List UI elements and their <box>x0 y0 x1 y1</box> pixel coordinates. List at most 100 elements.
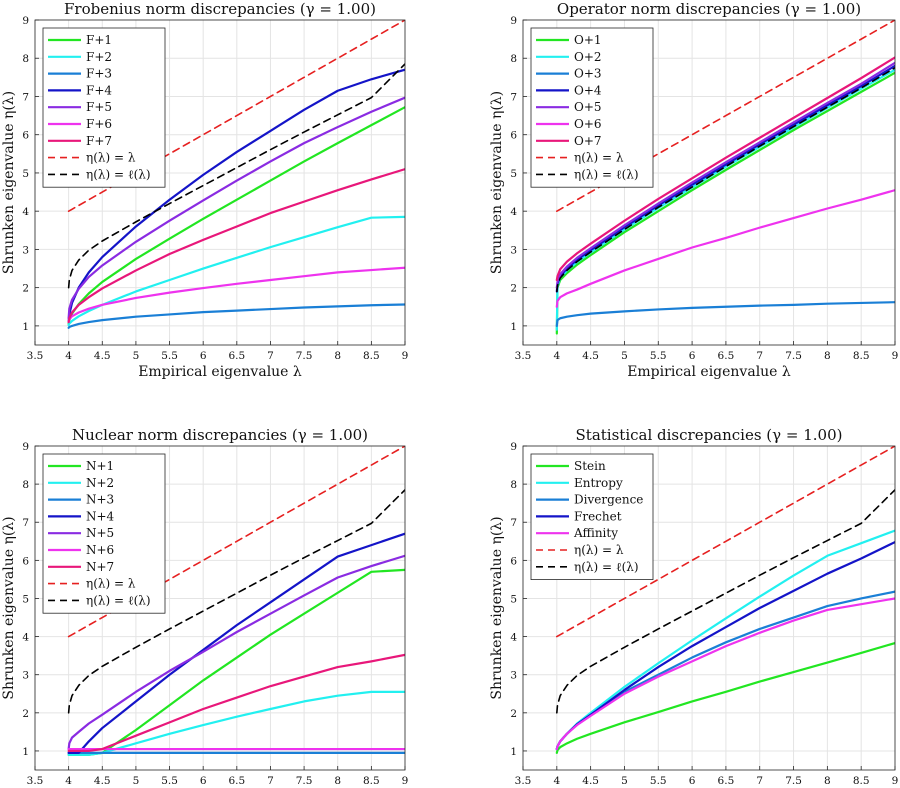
x-axis-label: Empirical eigenvalue λ <box>138 364 302 380</box>
x-tick-label: 6 <box>200 775 207 787</box>
series-line-7 <box>67 168 405 324</box>
y-tick-label: 7 <box>510 91 517 103</box>
x-tick-label: 4 <box>65 775 72 787</box>
legend-label: η(λ) = ℓ(λ) <box>86 167 151 181</box>
y-tick-label: 2 <box>22 708 29 720</box>
y-tick-label: 6 <box>22 130 29 142</box>
chart-title: Operator norm discrepancies (γ = 1.00) <box>557 0 861 18</box>
legend-label: O+3 <box>574 67 602 81</box>
y-tick-label: 9 <box>510 15 517 27</box>
legend-label: η(λ) = ℓ(λ) <box>574 560 639 574</box>
series-line-6 <box>556 446 895 638</box>
series-line-4 <box>555 64 895 293</box>
x-tick-label: 7 <box>267 350 274 362</box>
x-tick-label: 3.5 <box>515 775 532 787</box>
series-line-5 <box>555 597 895 751</box>
y-tick-label: 9 <box>22 441 29 453</box>
legend-label: O+1 <box>574 33 602 47</box>
x-tick-label: 6 <box>689 350 696 362</box>
x-tick-label: 6 <box>689 775 696 787</box>
series-line-7 <box>555 56 895 282</box>
axes-box <box>522 445 896 771</box>
x-tick-label: 7 <box>756 350 763 362</box>
chart-title: Frobenius norm discrepancies (γ = 1.00) <box>64 0 376 18</box>
legend: F+1 F+2 F+3 F+4 F+5 F+6 F+7 η(λ) = λ η(λ) = ℓ(λ) <box>42 27 166 188</box>
legend: Stein Entropy Divergence Frechet Affinity η(λ… <box>530 453 654 580</box>
x-tick-label: 6.5 <box>718 775 735 787</box>
series-line-5 <box>67 96 405 320</box>
axes-box <box>34 445 406 771</box>
y-tick-label: 9 <box>22 15 29 27</box>
legend-label: F+5 <box>86 100 112 114</box>
x-tick-label: 9 <box>402 775 409 787</box>
x-tick-label: 6.5 <box>718 350 735 362</box>
series-line-5 <box>67 554 405 751</box>
legend-label: N+6 <box>86 543 114 557</box>
legend-label: Entropy <box>574 476 623 490</box>
series-line-9 <box>556 66 895 293</box>
y-tick-label: 6 <box>22 555 29 567</box>
legend-label: F+6 <box>86 117 112 131</box>
series-line-1 <box>555 71 895 335</box>
y-tick-label: 9 <box>510 441 517 453</box>
y-axis-label: Shrunken eigenvalue η(λ) <box>489 516 505 699</box>
y-tick-label: 3 <box>22 244 29 256</box>
y-tick-label: 4 <box>22 206 29 218</box>
legend-label: F+4 <box>86 83 112 97</box>
legend-label: F+1 <box>86 33 112 47</box>
y-tick-label: 8 <box>22 479 29 491</box>
legend-label: Affinity <box>573 526 618 540</box>
y-tick-label: 3 <box>510 670 517 682</box>
y-tick-label: 2 <box>22 283 29 295</box>
x-tick-label: 8 <box>334 350 341 362</box>
x-tick-label: 4 <box>65 350 72 362</box>
series-line-8 <box>67 446 405 638</box>
y-tick-label: 7 <box>22 91 29 103</box>
y-axis-label: Shrunken eigenvalue η(λ) <box>489 91 505 274</box>
x-tick-label: 3.5 <box>515 350 532 362</box>
y-tick-label: 5 <box>510 168 517 180</box>
x-tick-label: 7.5 <box>785 775 802 787</box>
y-tick-label: 4 <box>22 632 29 644</box>
y-tick-label: 1 <box>22 321 29 333</box>
series-line-2 <box>67 690 405 756</box>
y-tick-label: 8 <box>510 53 517 65</box>
x-tick-label: 6.5 <box>228 350 245 362</box>
x-tick-label: 4.5 <box>94 350 111 362</box>
chart-title: Nuclear norm discrepancies (γ = 1.00) <box>72 426 368 444</box>
legend: N+1 N+2 N+3 N+4 N+5 N+6 N+7 η(λ) = λ η(λ) = ℓ(λ) <box>42 453 166 614</box>
x-tick-label: 9 <box>892 350 899 362</box>
x-tick-label: 6 <box>200 350 207 362</box>
x-tick-label: 7.5 <box>296 775 313 787</box>
y-tick-label: 2 <box>510 708 517 720</box>
legend-label: O+2 <box>574 50 602 64</box>
legend-label: η(λ) = λ <box>86 151 136 165</box>
x-tick-label: 9 <box>892 775 899 787</box>
legend-label: F+2 <box>86 50 112 64</box>
series-line-1 <box>555 641 895 754</box>
legend: O+1 O+2 O+3 O+4 O+5 O+6 O+7 η(λ) = λ η(λ) = ℓ(λ) <box>530 27 654 188</box>
x-tick-label: 8 <box>334 775 341 787</box>
x-tick-label: 4 <box>553 775 560 787</box>
y-tick-label: 4 <box>510 206 517 218</box>
x-tick-label: 7 <box>756 775 763 787</box>
x-tick-label: 8 <box>824 350 831 362</box>
y-tick-label: 2 <box>510 283 517 295</box>
x-tick-label: 5.5 <box>650 350 667 362</box>
x-tick-label: 4 <box>553 350 560 362</box>
y-tick-label: 3 <box>22 670 29 682</box>
y-tick-label: 6 <box>510 555 517 567</box>
x-tick-label: 7.5 <box>785 350 802 362</box>
chart-panel-2: 3.5 4 4.5 5 5.5 6 6.5 7 7.5 8 8.5 9 1 2 3 4 5 6 7 8 9 Operato… <box>489 0 898 380</box>
legend-label: Frechet <box>574 509 622 523</box>
legend-label: N+3 <box>86 493 114 507</box>
legend-label: η(λ) = ℓ(λ) <box>574 167 639 181</box>
legend-label: η(λ) = λ <box>574 151 624 165</box>
legend-label: N+2 <box>86 476 114 490</box>
legend-label: O+6 <box>574 117 602 131</box>
series-line-4 <box>67 532 405 754</box>
series-line-7 <box>556 489 895 714</box>
series-line-3 <box>67 303 405 329</box>
y-tick-label: 1 <box>22 746 29 758</box>
series-line-8 <box>556 20 895 212</box>
